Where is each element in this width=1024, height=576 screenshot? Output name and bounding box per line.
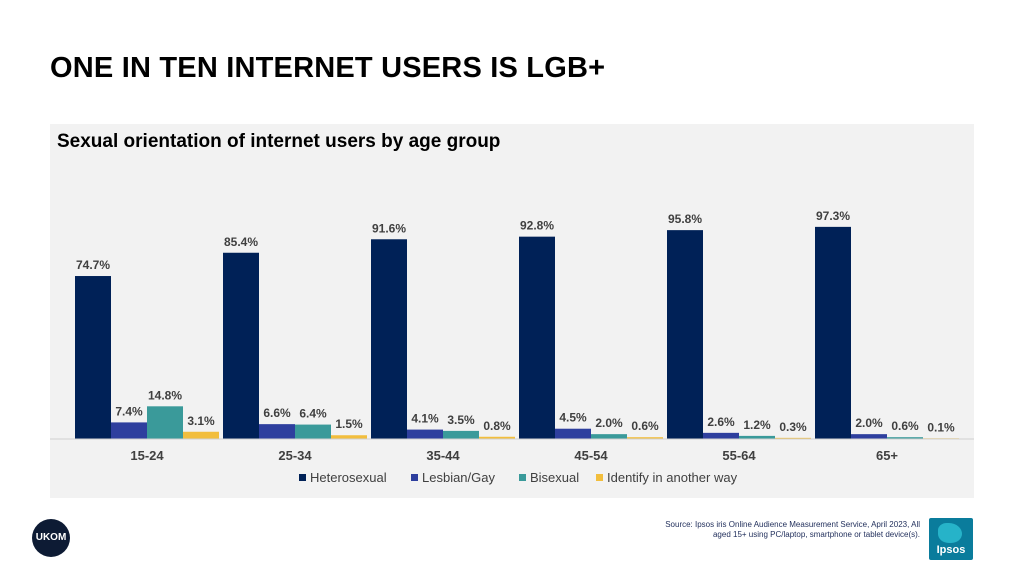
data-label: 3.1% [187,414,215,428]
bar-heterosexual-35-44 [371,239,407,439]
bar-identify-in-another-way-35-44 [479,436,515,439]
data-label: 0.3% [779,420,807,434]
x-tick-label: 25-34 [278,448,312,463]
legend-swatch [411,474,418,481]
data-label: 2.6% [707,415,735,429]
bar-identify-in-another-way-45-54 [627,437,663,439]
ipsos-logo-text: Ipsos [936,544,966,556]
x-tick-label: 35-44 [426,448,460,463]
ipsos-logo-shape [938,523,962,543]
data-label: 0.1% [927,420,955,434]
data-label: 0.6% [891,419,919,433]
bar-lesbian-gay-35-44 [407,429,443,439]
bar-bisexual-45-54 [591,434,627,439]
legend-swatch [596,474,603,481]
legend-swatch [299,474,306,481]
data-label: 92.8% [520,219,554,233]
data-label: 97.3% [816,209,850,223]
bar-lesbian-gay-15-24 [111,422,147,439]
bar-heterosexual-45-54 [519,236,555,439]
bar-identify-in-another-way-25-34 [331,435,367,439]
bar-heterosexual-55-64 [667,230,703,439]
chart-title: Sexual orientation of internet users by … [57,131,501,152]
ukom-logo: UKOM [32,519,70,557]
x-tick-label: 65+ [876,448,898,463]
data-label: 74.7% [76,258,110,272]
bar-lesbian-gay-45-54 [555,428,591,439]
bar-lesbian-gay-65+ [851,434,887,439]
legend-swatch [519,474,526,481]
data-label: 1.5% [335,417,363,431]
bar-identify-in-another-way-55-64 [775,437,811,439]
data-label: 4.1% [411,412,439,426]
x-tick-label: 45-54 [574,448,608,463]
data-label: 3.5% [447,413,475,427]
bar-bisexual-15-24 [147,406,183,439]
x-tick-label: 55-64 [722,448,756,463]
slide-title: ONE IN TEN INTERNET USERS IS LGB+ [50,52,606,84]
data-label: 2.0% [855,416,883,430]
x-tick-label: 15-24 [130,448,164,463]
source-note: Source: Ipsos iris Online Audience Measu… [665,520,920,539]
legend-label: Bisexual [530,470,579,485]
data-label: 4.5% [559,411,587,425]
bar-heterosexual-65+ [815,226,851,439]
bar-bisexual-65+ [887,437,923,439]
data-label: 6.4% [299,407,327,421]
bar-lesbian-gay-55-64 [703,432,739,439]
legend-label: Heterosexual [310,470,387,485]
data-label: 95.8% [668,212,702,226]
data-label: 85.4% [224,235,258,249]
data-label: 91.6% [372,221,406,235]
bar-bisexual-55-64 [739,435,775,439]
bar-lesbian-gay-25-34 [259,424,295,439]
data-label: 0.6% [631,419,659,433]
bar-identify-in-another-way-15-24 [183,431,219,439]
ipsos-logo: Ipsos [929,518,973,560]
legend-label: Identify in another way [607,470,738,485]
data-label: 2.0% [595,416,623,430]
data-label: 1.2% [743,418,771,432]
data-label: 14.8% [148,388,182,402]
bar-bisexual-25-34 [295,424,331,439]
bar-heterosexual-15-24 [75,276,111,439]
data-label: 6.6% [263,406,291,420]
data-label: 0.8% [483,419,511,433]
legend-label: Lesbian/Gay [422,470,495,485]
bar-heterosexual-25-34 [223,252,259,439]
bar-bisexual-35-44 [443,430,479,439]
data-label: 7.4% [115,404,143,418]
